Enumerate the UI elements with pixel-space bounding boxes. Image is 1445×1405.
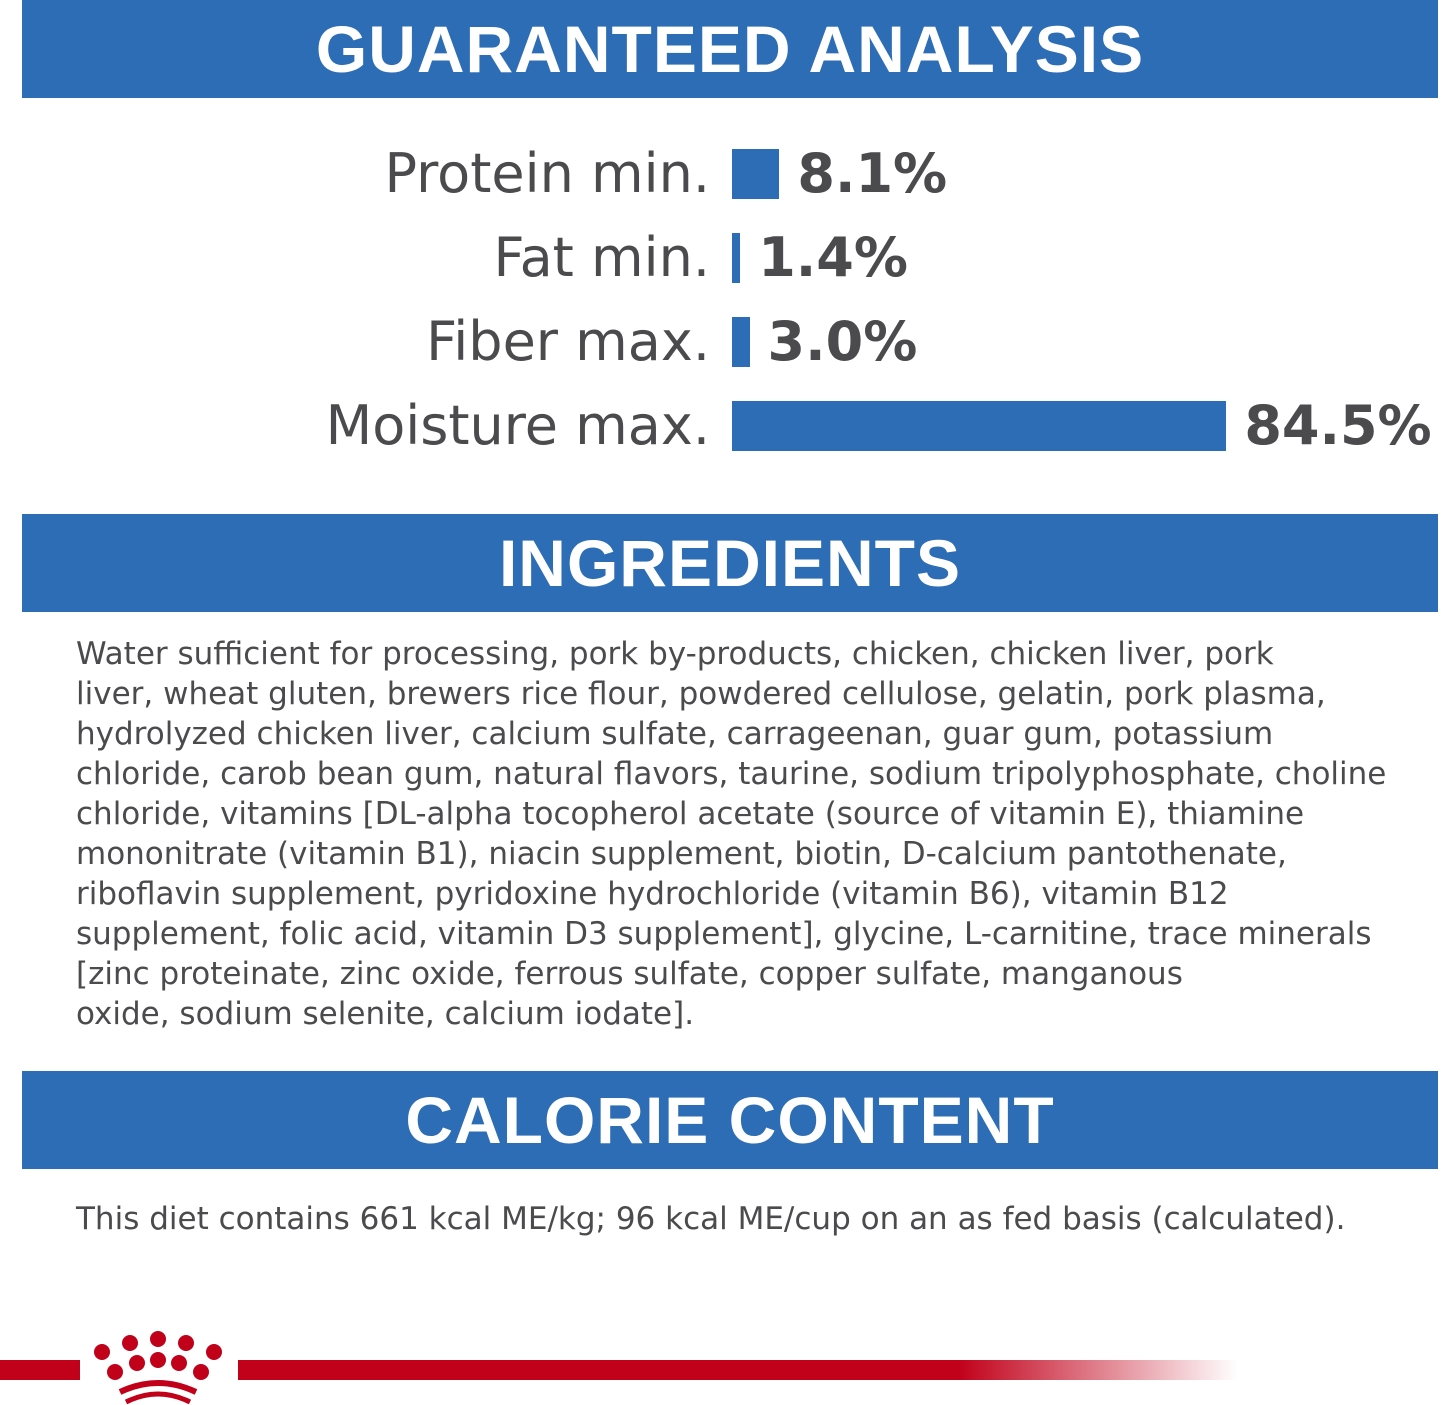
footer-line-left bbox=[0, 1360, 80, 1380]
nutrient-bar bbox=[732, 149, 780, 199]
analysis-row: Moisture max. 84.5% bbox=[0, 396, 1445, 456]
section-title: INGREDIENTS bbox=[498, 526, 962, 600]
nutrient-value: 3.0% bbox=[767, 310, 918, 373]
nutrient-bar bbox=[732, 233, 741, 283]
ingredients-header: INGREDIENTS bbox=[22, 514, 1438, 612]
footer-line-right bbox=[238, 1360, 1238, 1380]
nutrient-label: Moisture max. bbox=[325, 394, 710, 457]
ingredients-line: chloride, carob bean gum, natural flavor… bbox=[76, 756, 1387, 792]
section-title: GUARANTEED ANALYSIS bbox=[315, 12, 1145, 86]
nutrient-label: Fiber max. bbox=[426, 310, 710, 373]
ingredients-line: hydrolyzed chicken liver, calcium sulfat… bbox=[76, 716, 1274, 752]
nutrient-value: 8.1% bbox=[797, 142, 948, 205]
ingredients-line: riboflavin supplement, pyridoxine hydroc… bbox=[76, 876, 1229, 912]
nutrient-value: 1.4% bbox=[758, 226, 908, 289]
ingredients-line: mononitrate (vitamin B1), niacin supplem… bbox=[76, 836, 1287, 872]
calorie-content-header: CALORIE CONTENT bbox=[22, 1071, 1438, 1169]
analysis-row: Fat min. 1.4% bbox=[0, 228, 1445, 288]
nutrient-value: 84.5% bbox=[1244, 394, 1432, 457]
ingredients-text: Water sufficient for processing, pork by… bbox=[76, 634, 1386, 1034]
nutrient-label: Fat min. bbox=[493, 226, 710, 289]
ingredients-line: chloride, vitamins [DL-alpha tocopherol … bbox=[76, 796, 1305, 832]
ingredients-line: Water sufficient for processing, pork by… bbox=[76, 636, 1274, 672]
crown-icon bbox=[94, 1331, 222, 1405]
ingredients-line: liver, wheat gluten, brewers rice flour,… bbox=[76, 676, 1326, 712]
nutrient-label: Protein min. bbox=[384, 142, 710, 205]
ingredients-line: supplement, folic acid, vitamin D3 suppl… bbox=[76, 916, 1372, 952]
ingredients-line: [zinc proteinate, zinc oxide, ferrous su… bbox=[76, 956, 1183, 992]
analysis-row: Fiber max. 3.0% bbox=[0, 312, 1445, 372]
section-title: CALORIE CONTENT bbox=[405, 1083, 1055, 1157]
ingredients-line: oxide, sodium selenite, calcium iodate]. bbox=[76, 996, 695, 1032]
nutrient-bar bbox=[732, 401, 1227, 451]
calorie-text: This diet contains 661 kcal ME/kg; 96 kc… bbox=[76, 1201, 1346, 1237]
nutrient-bar bbox=[732, 317, 750, 367]
analysis-row: Protein min. 8.1% bbox=[0, 144, 1445, 204]
guaranteed-analysis-header: GUARANTEED ANALYSIS bbox=[22, 0, 1438, 98]
